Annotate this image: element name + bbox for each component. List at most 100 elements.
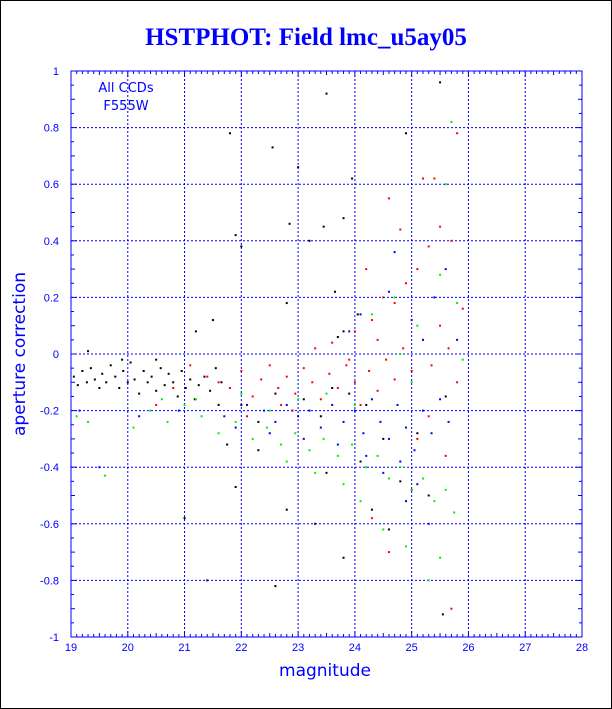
data-point [444, 454, 447, 457]
data-point [251, 395, 254, 398]
data-point [399, 466, 402, 469]
data-point [118, 386, 121, 389]
data-point [132, 426, 135, 429]
data-point [450, 120, 453, 123]
data-point [413, 449, 416, 452]
data-point [370, 517, 373, 520]
data-point [348, 330, 351, 333]
data-point [159, 367, 162, 370]
data-point [302, 437, 305, 440]
data-point [345, 364, 348, 367]
data-point [163, 384, 166, 387]
data-point [176, 395, 179, 398]
data-point [81, 369, 84, 372]
data-point [325, 92, 328, 95]
data-point [427, 415, 430, 418]
data-point [189, 378, 192, 381]
data-point [427, 522, 430, 525]
data-point [314, 347, 317, 350]
data-point [410, 381, 413, 384]
data-point [155, 358, 158, 361]
data-point [76, 384, 79, 387]
data-point [172, 386, 175, 389]
y-tick-label: 1 [53, 66, 59, 78]
data-point [393, 296, 396, 299]
data-point [285, 403, 288, 406]
data-point [376, 338, 379, 341]
data-point [422, 477, 425, 480]
data-point [359, 313, 362, 316]
data-point [444, 268, 447, 271]
data-point [122, 369, 125, 372]
data-point [72, 375, 75, 378]
axis-ticks: 19 20 21 22 23 24 25 26 27 28 -1 -0.8 -0.6 -0.4 -0.2 0 0… [40, 66, 588, 654]
data-point [336, 443, 339, 446]
data-point [87, 350, 90, 353]
data-point [149, 409, 152, 412]
data-point [294, 432, 297, 435]
x-tick-label: 19 [65, 642, 77, 654]
grid-lines [71, 71, 582, 637]
data-point [404, 426, 407, 429]
data-point [257, 420, 260, 423]
data-point [234, 234, 237, 237]
data-point [183, 517, 186, 520]
data-point [331, 386, 334, 389]
data-point [382, 471, 385, 474]
data-point [342, 420, 345, 423]
x-tick-label: 25 [406, 642, 418, 654]
annotation-ccds: All CCDs [98, 81, 153, 96]
data-point [183, 403, 186, 406]
data-point [285, 375, 288, 378]
data-point [234, 486, 237, 489]
data-point [89, 367, 92, 370]
data-point [268, 364, 271, 367]
data-point [211, 319, 214, 322]
data-point [93, 378, 96, 381]
data-point [393, 302, 396, 305]
data-point [336, 386, 339, 389]
data-point [319, 415, 322, 418]
data-point [133, 378, 136, 381]
data-point [240, 245, 243, 248]
data-point [308, 239, 311, 242]
data-point [447, 347, 450, 350]
data-point [325, 471, 328, 474]
x-tick-label: 26 [462, 642, 474, 654]
data-point [203, 375, 206, 378]
data-point [109, 364, 112, 367]
data-point [393, 251, 396, 254]
data-point [285, 302, 288, 305]
data-point [370, 398, 373, 401]
data-point [427, 579, 430, 582]
data-point [342, 483, 345, 486]
y-tick-label: -0.2 [40, 406, 59, 418]
data-point [456, 381, 459, 384]
data-point [228, 386, 231, 389]
data-point [331, 341, 334, 344]
data-point [98, 466, 101, 469]
data-point [396, 403, 399, 406]
data-point [422, 177, 425, 180]
data-point [177, 409, 180, 412]
data-point [376, 454, 379, 457]
data-point [450, 607, 453, 610]
data-point [280, 443, 283, 446]
data-point [297, 415, 300, 418]
data-point [184, 386, 187, 389]
data-point [365, 454, 368, 457]
data-point [240, 392, 243, 395]
annotation-filter: F555W [103, 99, 148, 114]
x-axis-label: magnitude [279, 661, 371, 681]
data-point [206, 579, 209, 582]
data-points [72, 81, 464, 616]
data-point [194, 330, 197, 333]
data-point [410, 369, 413, 372]
data-point [274, 420, 277, 423]
data-point [291, 409, 294, 412]
data-point [444, 488, 447, 491]
data-point [444, 395, 447, 398]
data-point [263, 409, 266, 412]
data-point [260, 378, 263, 381]
